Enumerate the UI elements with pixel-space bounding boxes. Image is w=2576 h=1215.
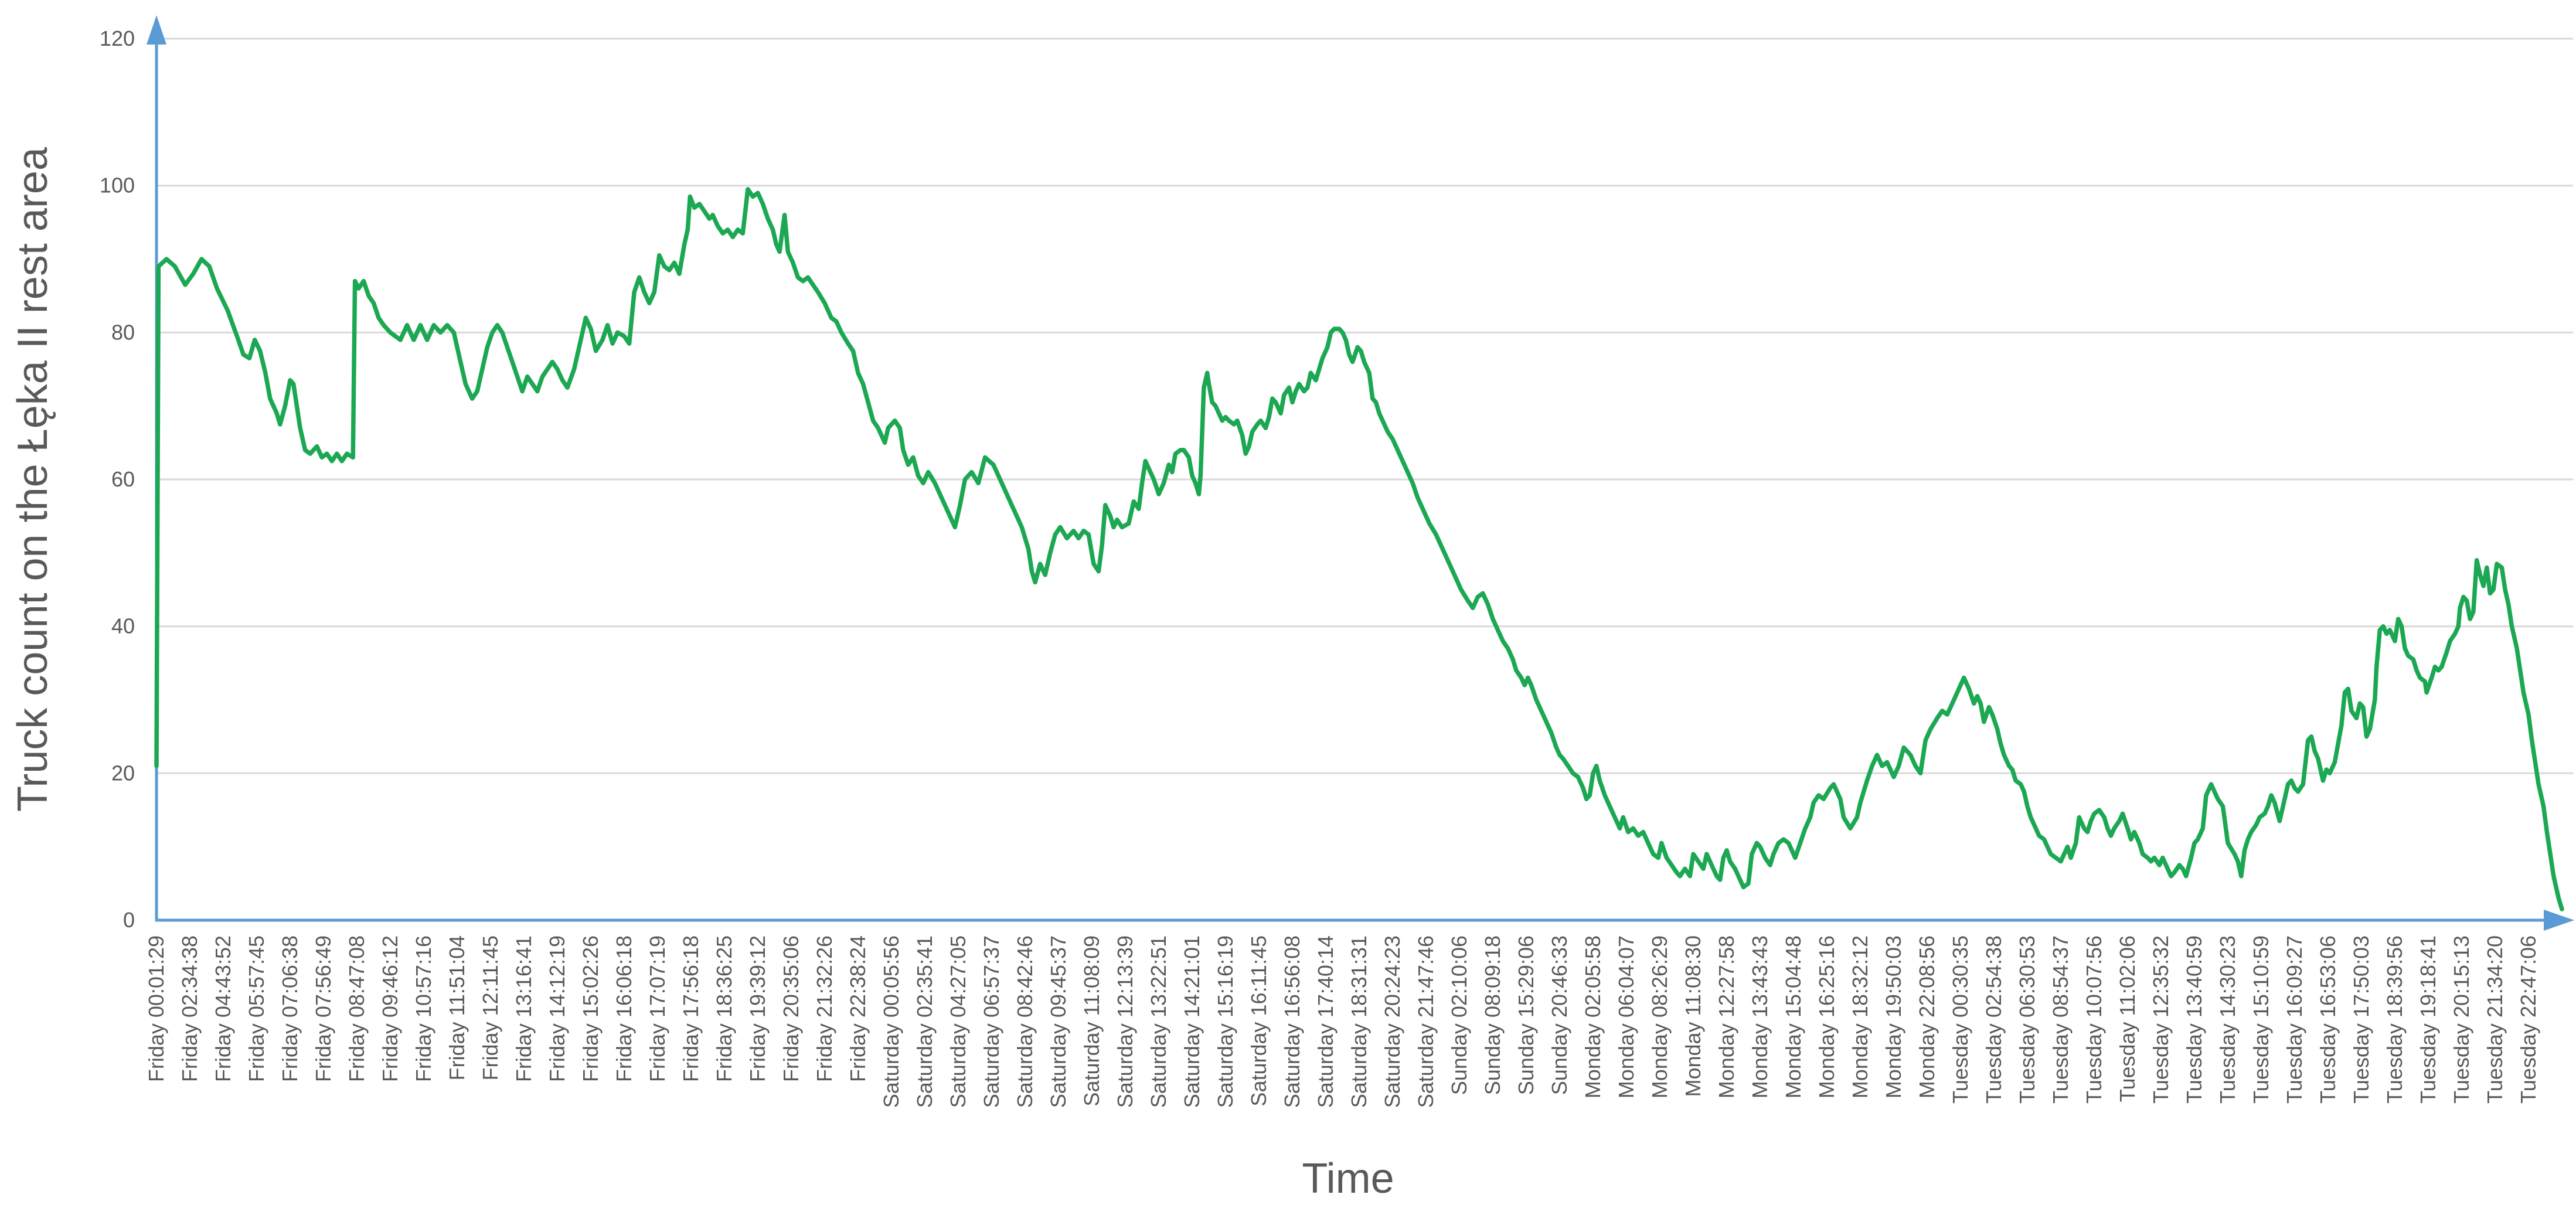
x-axis-tick-label: Friday 16:06:18 xyxy=(612,935,636,1082)
x-axis-tick-label: Saturday 04:27:05 xyxy=(946,935,970,1108)
x-axis-tick-label: Tuesday 11:02:06 xyxy=(2115,935,2139,1102)
x-axis-tick-label: Saturday 12:13:39 xyxy=(1113,935,1137,1108)
x-axis-tick-label: Tuesday 15:10:59 xyxy=(2249,935,2273,1104)
x-axis-tick-label: Friday 22:38:24 xyxy=(846,935,870,1082)
y-axis-tick-label: 20 xyxy=(111,761,135,785)
x-axis-tick-label: Monday 08:26:29 xyxy=(1648,935,1672,1098)
x-axis-tick-label: Tuesday 13:40:59 xyxy=(2182,935,2206,1104)
x-axis-tick-label: Tuesday 22:47:06 xyxy=(2516,935,2540,1104)
x-axis-tick-label: Monday 13:43:43 xyxy=(1748,935,1772,1098)
x-axis-tick-label: Tuesday 10:07:56 xyxy=(2082,935,2106,1104)
x-axis-tick-label: Saturday 18:31:31 xyxy=(1347,935,1371,1108)
x-axis-tick-label: Sunday 20:46:33 xyxy=(1547,935,1571,1095)
y-axis-tick-label: 80 xyxy=(111,320,135,344)
x-axis-tick-label: Tuesday 12:35:32 xyxy=(2149,935,2173,1104)
x-axis-tick-label: Monday 11:08:30 xyxy=(1681,935,1705,1097)
y-axis-tick-label: 120 xyxy=(100,26,135,50)
x-axis-tick-labels: Friday 00:01:29 Friday 02:34:38 Friday 04:… xyxy=(144,935,2540,1108)
x-axis-tick-label: Saturday 11:08:09 xyxy=(1080,935,1104,1107)
x-axis-tick-label: Monday 12:27:58 xyxy=(1714,935,1738,1098)
y-axis-tick-label: 40 xyxy=(111,614,135,638)
x-axis-tick-label: Saturday 15:16:19 xyxy=(1213,935,1237,1108)
x-axis-tick-label: Saturday 20:24:23 xyxy=(1380,935,1404,1108)
x-axis-tick-label: Saturday 21:47:46 xyxy=(1414,935,1438,1108)
x-axis-tick-label: Sunday 15:29:06 xyxy=(1514,935,1538,1095)
x-axis-tick-label: Saturday 09:45:37 xyxy=(1046,935,1070,1108)
x-axis-tick-label: Sunday 08:09:18 xyxy=(1481,935,1505,1095)
y-axis-tick-label: 0 xyxy=(123,908,135,932)
x-axis-tick-label: Monday 19:50:03 xyxy=(1881,935,1905,1098)
x-axis-tick-label: Friday 14:12:19 xyxy=(545,935,569,1082)
x-axis-tick-label: Monday 02:05:58 xyxy=(1581,935,1605,1098)
y-axis-arrow-icon xyxy=(147,15,166,45)
x-axis-tick-label: Saturday 13:22:51 xyxy=(1146,935,1170,1108)
x-axis-tick-label: Tuesday 14:30:23 xyxy=(2216,935,2240,1104)
x-axis-tick-label: Tuesday 20:15:13 xyxy=(2449,935,2473,1104)
x-axis-tick-label: Saturday 16:11:45 xyxy=(1247,935,1271,1107)
x-axis-title: Time xyxy=(1302,1155,1394,1202)
x-axis-tick-label: Friday 07:06:38 xyxy=(278,935,302,1082)
y-axis-tick-labels: 0 20 40 60 80 100 120 xyxy=(100,26,135,932)
x-axis-tick-label: Friday 09:46:12 xyxy=(378,935,402,1082)
x-axis-tick-label: Tuesday 16:09:27 xyxy=(2282,935,2306,1104)
x-axis-tick-label: Monday 15:04:48 xyxy=(1781,935,1805,1098)
x-axis-tick-label: Tuesday 00:30:35 xyxy=(1948,935,1972,1104)
x-axis-tick-label: Saturday 16:56:08 xyxy=(1280,935,1304,1108)
x-axis-tick-label: Tuesday 06:30:53 xyxy=(2015,935,2039,1104)
x-axis-tick-label: Monday 16:25:16 xyxy=(1815,935,1839,1098)
x-axis-tick-label: Monday 22:08:56 xyxy=(1915,935,1939,1098)
x-axis-arrow-icon xyxy=(2544,910,2574,931)
x-axis-tick-label: Friday 12:11:45 xyxy=(478,935,502,1080)
x-axis-tick-label: Saturday 06:57:37 xyxy=(979,935,1003,1108)
x-axis-tick-label: Friday 19:39:12 xyxy=(746,935,770,1082)
x-axis-tick-label: Tuesday 18:39:56 xyxy=(2383,935,2407,1104)
x-axis-tick-label: Saturday 00:05:56 xyxy=(879,935,903,1108)
x-axis-tick-label: Friday 05:57:45 xyxy=(244,935,268,1082)
x-axis-tick-label: Friday 17:07:19 xyxy=(645,935,669,1082)
x-axis-tick-label: Monday 06:04:07 xyxy=(1614,935,1638,1098)
x-axis-tick-label: Tuesday 16:53:06 xyxy=(2316,935,2340,1104)
x-axis-tick-label: Monday 18:32:12 xyxy=(1848,935,1872,1098)
x-axis-tick-label: Saturday 17:40:14 xyxy=(1313,935,1338,1108)
x-axis-tick-label: Friday 10:57:16 xyxy=(411,935,435,1082)
x-axis-tick-label: Friday 17:56:18 xyxy=(679,935,703,1082)
gridlines xyxy=(156,38,2573,774)
y-axis-tick-label: 60 xyxy=(111,467,135,491)
x-axis-tick-label: Saturday 14:21:01 xyxy=(1180,935,1204,1108)
x-axis-tick-label: Saturday 02:35:41 xyxy=(913,935,937,1108)
x-axis-tick-label: Friday 13:16:41 xyxy=(512,935,536,1082)
x-axis-tick-label: Friday 07:56:49 xyxy=(311,935,335,1082)
y-axis-tick-label: 100 xyxy=(100,173,135,198)
x-axis-tick-label: Tuesday 02:54:38 xyxy=(1982,935,2006,1104)
x-axis-tick-label: Friday 20:35:06 xyxy=(779,935,803,1082)
x-axis-tick-label: Tuesday 17:50:03 xyxy=(2349,935,2373,1104)
x-axis-tick-label: Friday 04:43:52 xyxy=(211,935,235,1082)
data-series-line xyxy=(154,187,2564,911)
x-axis-tick-label: Friday 00:01:29 xyxy=(144,935,168,1082)
x-axis-tick-label: Friday 11:51:04 xyxy=(445,935,469,1080)
x-axis-tick-label: Tuesday 21:34:20 xyxy=(2483,935,2507,1104)
x-axis-tick-label: Friday 15:02:26 xyxy=(579,935,603,1082)
x-axis-tick-label: Friday 18:36:25 xyxy=(712,935,736,1082)
x-axis-tick-label: Friday 02:34:38 xyxy=(178,935,202,1082)
x-axis-tick-label: Sunday 02:10:06 xyxy=(1447,935,1471,1095)
x-axis-tick-label: Tuesday 08:54:37 xyxy=(2048,935,2073,1104)
x-axis-tick-label: Saturday 08:42:46 xyxy=(1013,935,1037,1108)
y-axis-title: Truck count on the Łęka II rest area xyxy=(9,147,56,812)
x-axis-tick-label: Tuesday 19:18:41 xyxy=(2416,935,2440,1104)
x-axis-tick-label: Friday 21:32:26 xyxy=(812,935,836,1082)
x-axis-tick-label: Friday 08:47:08 xyxy=(345,935,369,1082)
